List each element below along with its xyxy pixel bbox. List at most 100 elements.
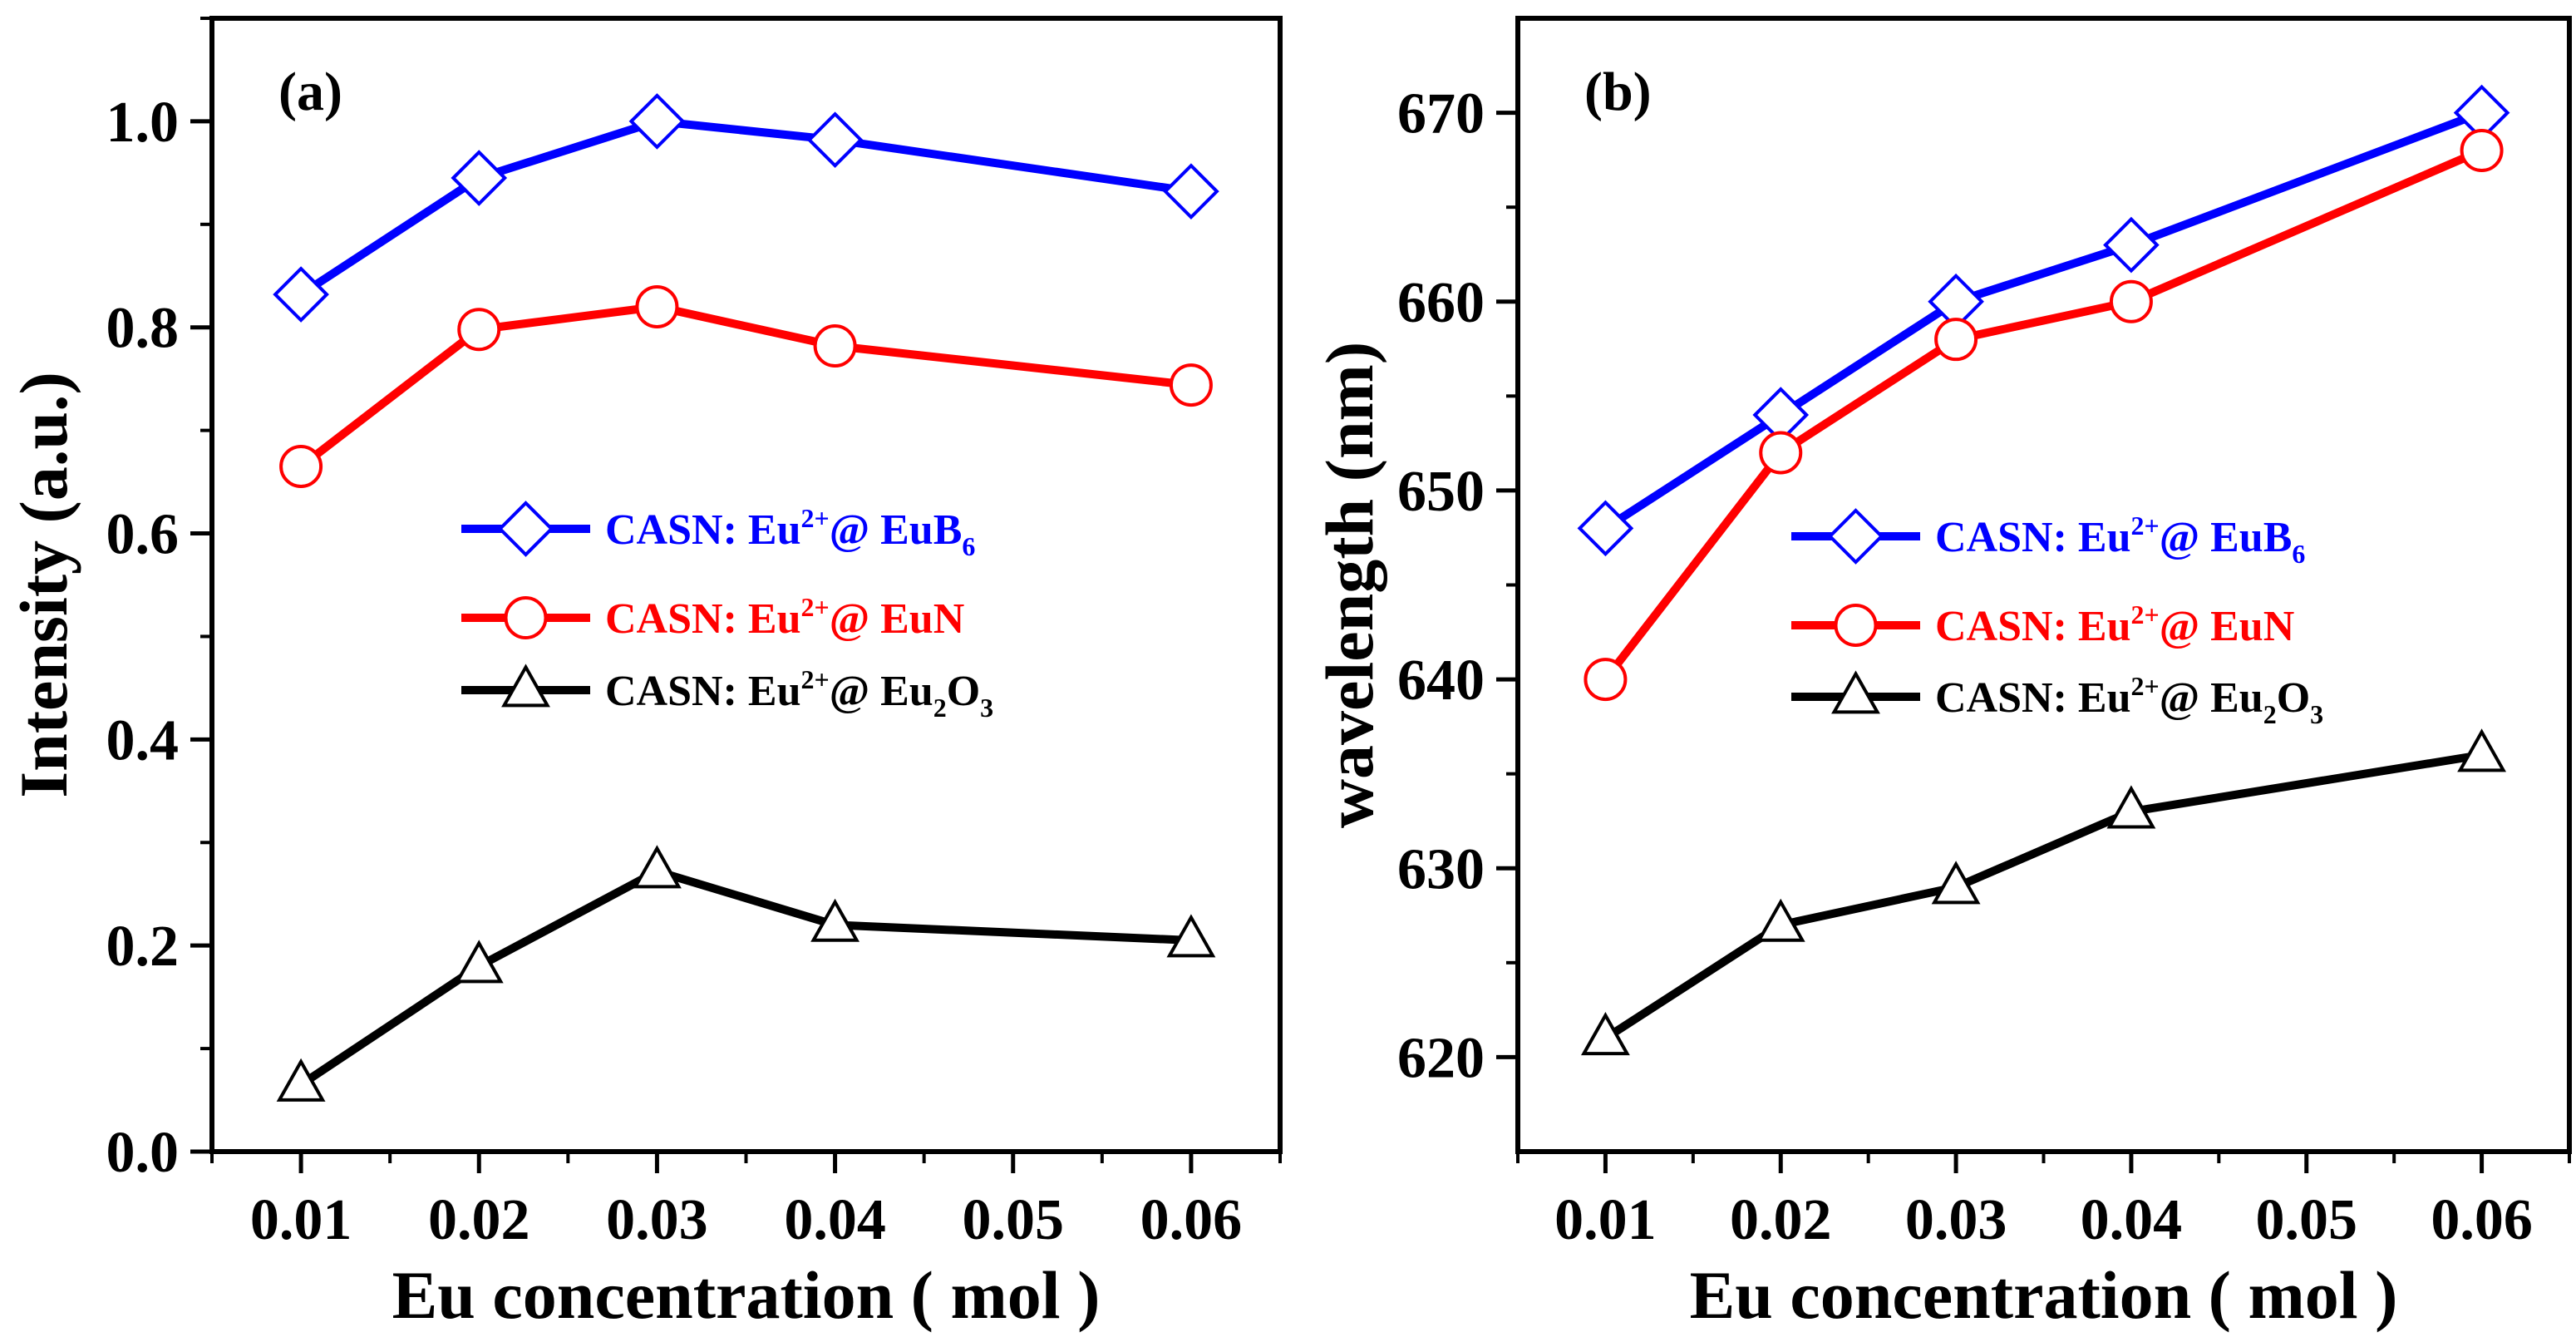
chart-panel-a: 0.01 0.02 0.03 0.04 0.05 0.06 0.0 0.2 0.4 0.6 0.8 1… (6, 16, 1283, 1333)
data-point (273, 266, 329, 323)
series-line (298, 302, 1192, 470)
data-point (454, 940, 504, 984)
y-tick-label: 0.4 (106, 708, 180, 772)
x-tick-label: 0.02 (428, 1188, 530, 1252)
data-point (1759, 431, 1803, 475)
legend-label-end: O (2277, 674, 2310, 722)
y-tick-label: 0.8 (106, 297, 180, 361)
legend-label-end: O (947, 668, 980, 715)
legend-label-sup: 2+ (801, 592, 830, 622)
data-point (2106, 785, 2156, 829)
legend-label-main: CASN: Eu (605, 595, 801, 643)
legend-marker (1834, 604, 1878, 647)
data-point (1166, 914, 1216, 958)
panel-label: (a) (278, 62, 342, 122)
legend-label-sub: 2 (933, 693, 947, 723)
legend-label-sup: 2+ (2131, 671, 2160, 701)
legend-label-sub2: 3 (980, 693, 993, 723)
legend-label-sub2: 3 (2310, 699, 2323, 729)
data-point (276, 1058, 326, 1102)
y-axis-title: wavelength (nm) (1312, 342, 1387, 828)
y-tick-label: 640 (1397, 649, 1485, 713)
x-tick-label: 0.04 (784, 1188, 886, 1252)
legend-label-main: CASN: Eu (1935, 674, 2131, 722)
legend-label: CASN: Eu2+@ EuB6 (605, 503, 975, 561)
data-point (1577, 500, 1634, 557)
data-point (1584, 658, 1628, 702)
legend-label-sup: 2+ (801, 503, 830, 533)
data-point (1931, 861, 1981, 905)
x-tick-label: 0.01 (250, 1188, 352, 1252)
data-point (457, 308, 501, 352)
legend-label: CASN: Eu2+@ EuN (1935, 599, 2294, 650)
legend-label-mid: @ Eu (830, 668, 933, 715)
series-diamond (1577, 84, 2510, 557)
x-axis-title: Eu concentration ( mol ) (1690, 1257, 2398, 1333)
data-point (1163, 163, 1219, 220)
y-tick-label: 650 (1397, 460, 1485, 524)
series-line (1603, 751, 2483, 1042)
x-tick-label: 0.05 (963, 1188, 1065, 1252)
data-point (628, 93, 686, 150)
x-axis-title: Eu concentration ( mol ) (392, 1257, 1101, 1333)
x-tick-label: 0.03 (1905, 1188, 2007, 1252)
y-tick-label: 630 (1397, 837, 1485, 901)
legend-label-main: CASN: Eu (1935, 603, 2131, 650)
y-tick-label: 670 (1397, 82, 1485, 146)
x-tick-label: 0.04 (2081, 1188, 2183, 1252)
legend-label-sub: 2 (2263, 699, 2277, 729)
y-tick-label: 1.0 (106, 91, 180, 155)
data-point (2109, 279, 2153, 323)
data-point (810, 898, 860, 942)
y-tick-label: 660 (1397, 271, 1485, 335)
legend-marker (497, 501, 554, 557)
data-point (2457, 728, 2507, 772)
x-tick-label: 0.06 (1140, 1188, 1243, 1252)
y-tick-label: 0.6 (106, 503, 180, 567)
series-line (298, 866, 1192, 1088)
data-point (635, 284, 679, 328)
data-point (1756, 898, 1805, 942)
series-line (1602, 146, 2484, 683)
x-tick-label: 0.05 (2256, 1188, 2358, 1252)
legend-label-mid: @ EuN (830, 595, 965, 643)
series-triangle (276, 845, 1216, 1102)
data-point (2460, 129, 2504, 173)
x-tick-label: 0.03 (606, 1188, 708, 1252)
x-tick-label: 0.01 (1554, 1188, 1657, 1252)
series-triangle (1580, 728, 2507, 1056)
x-tick-label: 0.02 (1730, 1188, 1832, 1252)
series-circle (279, 284, 1213, 489)
legend-label: CASN: Eu2+@ Eu2O3 (1935, 671, 2323, 729)
plot-frame (209, 16, 1283, 1154)
legend-label-main: CASN: Eu (1935, 514, 2131, 561)
legend-marker (501, 664, 550, 708)
series-circle (1584, 129, 2504, 702)
legend-label-sub: 6 (962, 531, 975, 561)
y-tick-label: 0.0 (106, 1121, 180, 1185)
legend-marker (1831, 670, 1880, 714)
legend-label-main: CASN: Eu (605, 668, 801, 715)
data-point (813, 324, 857, 368)
legend-label-mid: @ EuB (830, 506, 963, 554)
legend-label: CASN: Eu2+@ Eu2O3 (605, 664, 993, 723)
y-axis-title: Intensity (a.u.) (6, 372, 81, 798)
data-point (279, 445, 323, 489)
legend-label: CASN: Eu2+@ EuN (605, 592, 964, 643)
data-point (806, 111, 864, 169)
legend-label-mid: @ EuB (2160, 514, 2293, 561)
legend-label-sub: 6 (2292, 539, 2305, 569)
legend-marker (1827, 508, 1884, 565)
data-point (451, 150, 508, 206)
panel-label: (b) (1584, 62, 1652, 122)
legend-label-sup: 2+ (2131, 511, 2160, 540)
legend-label-sup: 2+ (801, 664, 830, 694)
y-tick-label: 0.2 (106, 915, 180, 979)
data-point (1169, 363, 1213, 407)
data-point (2103, 216, 2160, 274)
legend-label-sup: 2+ (2131, 599, 2160, 629)
x-tick-label: 0.06 (2431, 1188, 2533, 1252)
